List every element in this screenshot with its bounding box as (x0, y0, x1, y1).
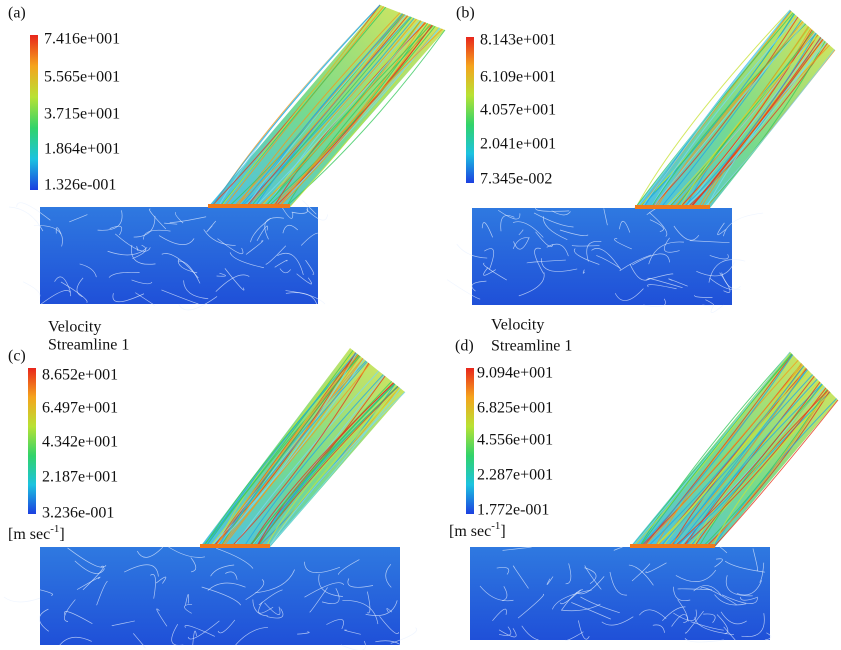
unit: [m sec (8, 526, 50, 543)
colorbar-label: 4.057e+001 (480, 102, 556, 119)
legend-subtitle: Streamline 1 (48, 337, 129, 354)
unit-close: ] (500, 523, 505, 540)
colorbar-label: 1.326e-001 (44, 177, 116, 194)
unit-label: [m sec-1] (449, 520, 506, 540)
colorbar-label: 3.236e-001 (42, 505, 114, 522)
colorbar-label: 8.143e+001 (480, 32, 556, 49)
colorbar-label: 3.715e+001 (44, 106, 120, 123)
colorbar-label: 1.864e+001 (44, 141, 120, 158)
panel-label: (b) (456, 5, 475, 22)
colorbar-label: 2.187e+001 (42, 469, 118, 486)
streamline (4, 597, 40, 602)
panel-label: (d) (455, 338, 474, 355)
unit-exponent: -1 (491, 520, 500, 532)
colorbar-label: 4.556e+001 (477, 432, 553, 449)
legend-subtitle: Streamline 1 (491, 338, 572, 355)
panel: (b) 8.143e+001 6.109e+001 4.057e+001 2.041e+… (447, 5, 835, 313)
figure: (a) 7.416e+001 5.565e+001 3.715e+001 1.864e+… (0, 0, 841, 650)
streamline (711, 305, 723, 313)
panel: (c) 8.652e+001 6.497e+001 4.342e+001 2.187e+… (4, 319, 417, 650)
panel-label: (c) (8, 348, 26, 365)
streamline (23, 282, 40, 296)
colorbar-label: 5.565e+001 (44, 69, 120, 86)
colorbar (466, 37, 474, 183)
unit-close: ] (59, 526, 64, 543)
colorbar-label: 7.345e-002 (480, 171, 552, 188)
colorbar-label: 9.094e+001 (477, 365, 553, 382)
legend-title: Velocity (491, 317, 544, 334)
intake-port (200, 348, 405, 547)
colorbar-label: 4.342e+001 (42, 434, 118, 451)
colorbar-label: 2.287e+001 (477, 467, 553, 484)
panel: (a) 7.416e+001 5.565e+001 3.715e+001 1.864e+… (8, 5, 445, 310)
unit-exponent: -1 (50, 523, 59, 535)
colorbar (466, 368, 474, 514)
colorbar-label: 6.497e+001 (42, 400, 118, 417)
colorbar-label: 1.772e-001 (477, 502, 549, 519)
valve-seat (635, 205, 710, 209)
colorbar-label: 8.652e+001 (42, 367, 118, 384)
unit-label: [m sec-1] (8, 523, 65, 543)
valve-seat (208, 204, 290, 208)
panel-label: (a) (8, 5, 26, 22)
colorbar-label: 6.109e+001 (480, 69, 556, 86)
legend-title: Velocity (48, 319, 101, 336)
unit: [m sec (449, 523, 491, 540)
cylinder-block (472, 208, 732, 305)
colorbar-label: 2.041e+001 (480, 136, 556, 153)
valve-seat (200, 544, 270, 548)
colorbar-label: 7.416e+001 (44, 31, 120, 48)
colorbar (28, 368, 36, 514)
panel: (d)9.094e+001 6.825e+001 4.556e+001 2.287e+… (449, 317, 838, 642)
colorbar-label: 6.825e+001 (477, 400, 553, 417)
colorbar (30, 35, 38, 190)
valve-seat (630, 544, 715, 548)
